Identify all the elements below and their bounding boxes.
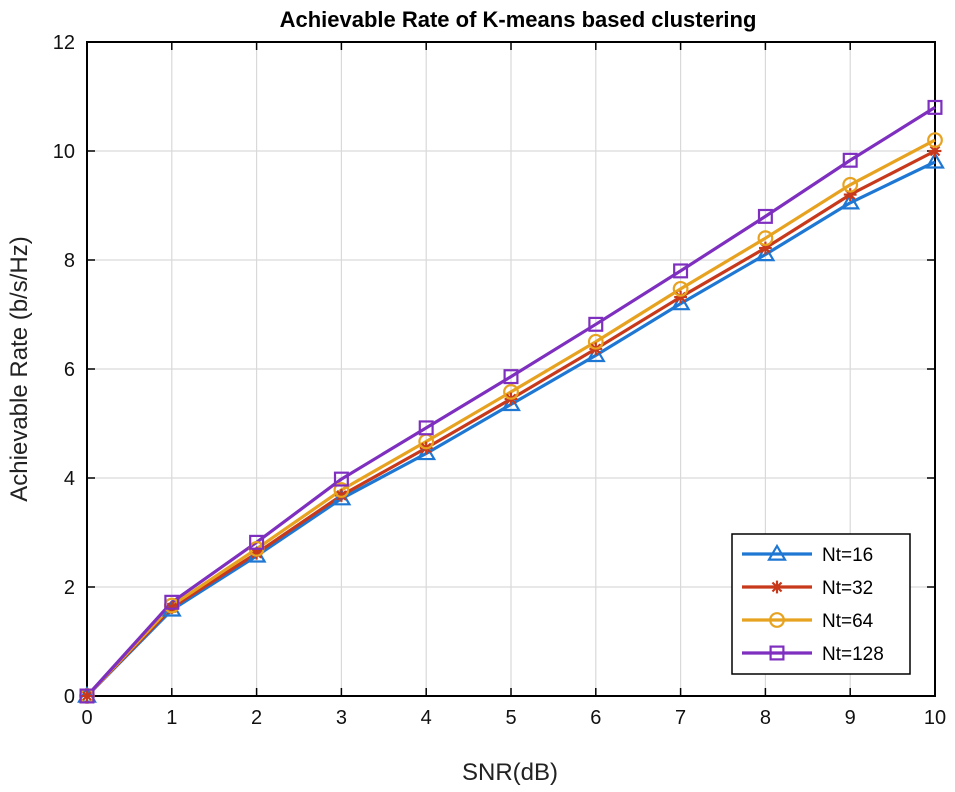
data-point-nt-64 — [587, 333, 604, 350]
data-point-nt-128 — [588, 316, 604, 332]
series-markers — [77, 99, 945, 704]
legend-marker-nt-32 — [770, 580, 784, 594]
data-point-nt-16 — [331, 488, 352, 506]
asterisk-stroke — [81, 690, 93, 702]
data-point-nt-128 — [757, 208, 773, 224]
asterisk-stroke — [336, 490, 347, 501]
chart-title: Achievable Rate of K-means based cluster… — [280, 7, 757, 32]
series-markers-nt-64 — [79, 132, 943, 704]
data-point-nt-128 — [164, 594, 180, 610]
legend: Nt=16 Nt=32 Nt=64 Nt=128 — [731, 533, 911, 675]
y-axis-ticks: 0 2 4 6 8 10 12 — [53, 32, 935, 708]
data-point-nt-16 — [840, 192, 861, 210]
data-point-nt-16 — [585, 345, 606, 363]
y-tick-label: 12 — [53, 32, 75, 54]
x-axis-ticks: 0 1 2 3 4 5 6 7 8 9 10 — [81, 42, 946, 729]
legend-label-nt-16: Nt=16 — [822, 545, 873, 566]
legend-label-nt-32: Nt=32 — [822, 578, 873, 599]
data-point-nt-128 — [249, 534, 265, 550]
data-point-nt-64 — [333, 482, 350, 498]
series-line-nt-64 — [85, 138, 936, 698]
data-point-nt-64 — [842, 176, 859, 193]
x-tick-label: 2 — [251, 707, 262, 729]
data-point-nt-64 — [757, 230, 774, 247]
x-tick-label: 5 — [505, 707, 516, 729]
x-tick-label: 3 — [336, 707, 347, 729]
x-tick-label: 4 — [421, 707, 432, 729]
asterisk-stroke — [251, 547, 262, 559]
legend-marker-nt-128 — [769, 645, 785, 661]
legend-marker-nt-64 — [769, 612, 785, 628]
data-point-nt-128 — [842, 152, 858, 168]
y-axis-label: Achievable Rate (b/s/Hz) — [6, 236, 33, 501]
y-tick-label: 8 — [64, 250, 75, 272]
data-point-nt-16 — [670, 293, 691, 311]
x-tick-label: 7 — [675, 707, 686, 729]
legend-box — [731, 533, 911, 675]
data-point-nt-128 — [927, 99, 943, 115]
x-tick-label: 0 — [81, 707, 92, 729]
x-tick-label: 10 — [924, 707, 946, 729]
legend-label-nt-128: Nt=128 — [822, 644, 884, 665]
data-point-nt-128 — [503, 369, 519, 385]
y-tick-label: 0 — [64, 686, 75, 708]
data-point-nt-16 — [755, 244, 776, 262]
y-tick-label: 10 — [53, 141, 75, 163]
data-point-nt-128 — [418, 420, 434, 436]
y-tick-label: 4 — [64, 468, 75, 490]
series-line-nt-128 — [85, 106, 936, 698]
data-point-nt-64 — [672, 280, 689, 297]
x-axis-label: SNR(dB) — [462, 759, 558, 786]
asterisk-stroke — [771, 581, 783, 593]
y-tick-label: 2 — [64, 577, 75, 599]
data-point-nt-128 — [79, 688, 95, 704]
y-tick-label: 6 — [64, 359, 75, 381]
series-markers-nt-128 — [79, 99, 943, 704]
legend-marker-nt-16 — [767, 543, 787, 561]
legend-label-nt-64: Nt=64 — [822, 611, 874, 632]
data-point-nt-16 — [925, 151, 945, 169]
x-tick-label: 1 — [166, 707, 177, 729]
x-tick-label: 8 — [760, 707, 771, 729]
data-point-nt-128 — [333, 471, 349, 487]
x-tick-label: 6 — [590, 707, 601, 729]
data-point-nt-32 — [80, 689, 94, 703]
data-point-nt-64 — [503, 383, 519, 400]
data-point-nt-64 — [927, 132, 943, 149]
x-tick-label: 9 — [845, 707, 856, 729]
data-point-nt-128 — [673, 263, 689, 279]
asterisk-stroke — [929, 145, 941, 157]
data-point-nt-32 — [335, 489, 348, 502]
